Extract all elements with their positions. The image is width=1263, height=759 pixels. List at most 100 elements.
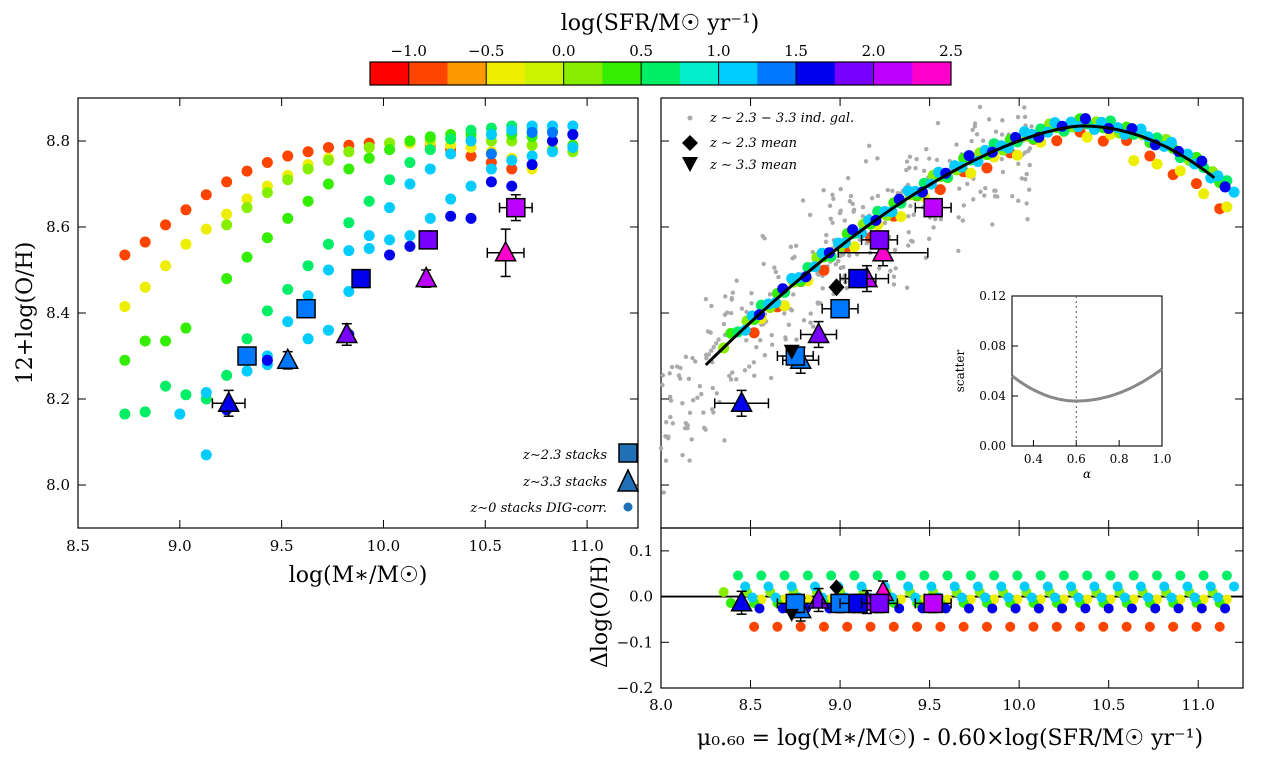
z0-stack-point (261, 187, 273, 199)
residual-point (749, 621, 760, 632)
rb-xtick-label: 9.5 (918, 696, 942, 714)
residual-point (795, 621, 806, 632)
individual-galaxy-point (683, 421, 689, 426)
residual-point (940, 603, 951, 614)
individual-galaxy-point (844, 285, 849, 291)
individual-galaxy-point (1000, 169, 1006, 175)
individual-galaxy-point (792, 254, 797, 260)
individual-galaxy-point (906, 213, 911, 219)
individual-galaxy-point (800, 198, 806, 203)
colorbar-cell (563, 62, 603, 85)
residual-point (1103, 603, 1114, 614)
residual-point (1098, 621, 1109, 632)
z0-stack-point (506, 180, 518, 192)
left-legend: z∼2.3 stacks z∼3.3 stacks z∼0 stacks DIG… (469, 443, 640, 516)
individual-galaxy-point (690, 398, 696, 403)
individual-galaxy-point (786, 322, 792, 328)
mu-stack-point (1221, 201, 1233, 213)
individual-galaxy-point (1010, 194, 1015, 199)
individual-galaxy-point (668, 414, 673, 420)
inset-frame (1011, 295, 1163, 447)
mu-stack-point (818, 264, 830, 276)
mu-stack-point (895, 211, 907, 223)
residual-point (935, 621, 946, 632)
left-xlabel: log(M∗/M☉) (289, 563, 428, 588)
left-ylabel: 12+log(O/H) (13, 242, 38, 385)
z0-stack-point (445, 133, 457, 145)
z0-stack-point (139, 335, 151, 347)
colorbar-cell (679, 62, 720, 85)
z33-stack-triangle (217, 390, 240, 413)
residual-point (826, 570, 837, 581)
z0-stack-point (282, 316, 294, 328)
left-ytick-label: 8.2 (46, 390, 70, 408)
z23-stack-square (848, 268, 868, 289)
individual-galaxy-point (891, 274, 897, 279)
mu-stack-point (770, 297, 782, 309)
residual-point (1152, 570, 1163, 581)
individual-galaxy-point (938, 216, 944, 222)
colorbar-tick-label: 2.0 (862, 42, 886, 60)
z0-stack-point (119, 301, 131, 313)
individual-galaxy-point (957, 186, 962, 191)
individual-galaxy-point (734, 278, 739, 283)
individual-galaxy-point (697, 383, 703, 389)
colorbar-cell (602, 62, 642, 85)
legend-z0-label: z∼0 stacks DIG-corr. (469, 501, 607, 516)
colorbar-cell (834, 62, 875, 85)
z0-stack-point (139, 236, 151, 248)
individual-galaxy-point (869, 195, 875, 201)
individual-galaxy-point (885, 187, 890, 193)
mu-stack-point (1165, 136, 1177, 148)
mu-stack-point (1128, 155, 1140, 167)
z0-stack-point (241, 193, 253, 205)
residual-point (1105, 570, 1116, 581)
individual-galaxy-point (841, 264, 846, 270)
z0-stack-point (322, 238, 334, 250)
residual-point (942, 570, 953, 581)
individual-galaxy-point (906, 229, 911, 235)
z23-stack-square (830, 298, 850, 319)
z33-stack-triangle (494, 240, 517, 262)
individual-galaxy-point (1027, 162, 1032, 168)
residual-point (770, 592, 781, 603)
individual-galaxy-point (749, 291, 754, 296)
individual-galaxy-point (876, 266, 882, 271)
individual-galaxy-point (1026, 187, 1032, 192)
left-xtick-label: 8.5 (66, 537, 90, 555)
individual-galaxy-point (793, 243, 799, 248)
residual-point (980, 592, 991, 603)
individual-galaxy-point (710, 385, 715, 391)
individual-galaxy-point (830, 220, 835, 225)
individual-galaxy-point (680, 400, 685, 406)
z0-stack-point (302, 290, 314, 302)
individual-galaxy-point (823, 239, 829, 244)
individual-galaxy-point (815, 301, 821, 306)
individual-galaxy-point (769, 332, 774, 338)
individual-galaxy-point (728, 310, 734, 316)
individual-galaxy-point (904, 159, 910, 164)
individual-galaxy-point (669, 364, 675, 370)
individual-galaxy-point (808, 311, 813, 316)
z0-stack-point (302, 146, 314, 158)
mean-z23-residual (829, 579, 844, 596)
individual-galaxy-point (704, 355, 709, 361)
z0-stack-point (445, 148, 457, 160)
z0-stack-point (384, 249, 396, 261)
individual-galaxy-point (699, 391, 704, 397)
colorbar-cell (641, 62, 681, 85)
mu-stack-point (934, 184, 946, 196)
residual-point (1221, 570, 1232, 581)
residual-point (856, 581, 867, 592)
left-ytick-label: 8.4 (46, 304, 70, 322)
individual-galaxy-point (769, 342, 775, 347)
z0-stack-point (322, 178, 334, 190)
residual-point (1166, 592, 1177, 603)
colorbar-cell (408, 62, 448, 85)
mu-stack-point (1219, 181, 1231, 193)
colorbar-cell (912, 62, 952, 85)
residual-point (1119, 592, 1130, 603)
right-legend: z ∼ 2.3 − 3.3 ind. gal. z ∼ 2.3 mean z ∼… (682, 111, 854, 173)
residual-point (1058, 570, 1069, 581)
individual-galaxy-point (921, 168, 927, 174)
